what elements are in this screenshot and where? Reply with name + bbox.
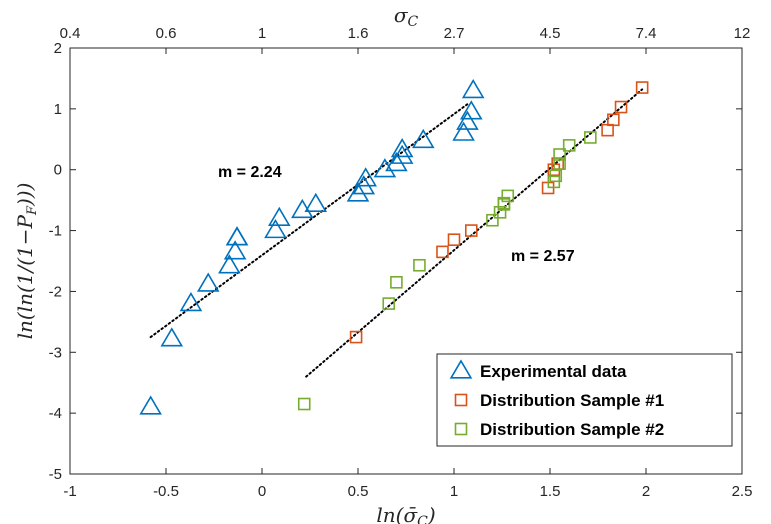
data-point <box>297 397 311 411</box>
y-axis-label-subscript: F <box>25 205 40 216</box>
data-point <box>459 100 483 120</box>
y-tick-label: -1 <box>49 223 62 240</box>
x2-tick-label: 12 <box>734 25 751 42</box>
fit-line-2 <box>305 88 644 378</box>
data-point <box>501 189 515 203</box>
x-axis-label-close: ) <box>427 503 436 524</box>
data-point <box>584 131 597 144</box>
y-tick-label: -3 <box>49 344 62 361</box>
y-tick-label: -2 <box>49 283 62 300</box>
x-tick-label: -0.5 <box>153 483 179 500</box>
data-point <box>497 198 511 211</box>
data-point <box>413 258 426 272</box>
x-tick-label: 0.5 <box>348 483 369 500</box>
x2-tick-label: 7.4 <box>636 25 657 42</box>
y-tick-label: 1 <box>54 101 62 118</box>
y-axis-label-close: ))) <box>13 183 37 207</box>
x-axis-label: ln(σ̄C) <box>376 503 435 524</box>
data-point <box>452 121 475 141</box>
x-tick-label: 1.5 <box>540 483 561 500</box>
x2-axis-label: σC <box>394 3 419 30</box>
data-point <box>264 218 287 239</box>
data-point <box>349 330 363 344</box>
x2-tick-label: 1.6 <box>348 25 369 42</box>
data-point <box>223 240 247 260</box>
x-tick-label: 2 <box>642 483 650 500</box>
data-point <box>385 152 408 172</box>
series-3 <box>297 131 597 411</box>
data-point <box>160 327 184 347</box>
axes-box <box>69 47 743 475</box>
legend: Experimental data Distribution Sample #1 D… <box>436 353 733 447</box>
x2-axis-label-subscript: C <box>407 14 418 30</box>
data-point <box>304 192 328 213</box>
x2-tick-label: 4.5 <box>540 25 561 42</box>
legend-label-1: Experimental data <box>480 362 627 381</box>
data-point <box>373 158 397 178</box>
data-point <box>411 128 435 149</box>
data-point <box>218 254 241 274</box>
data-point <box>553 157 566 170</box>
slope-annotation-2: m = 2.57 <box>511 248 575 265</box>
legend-label-2: Distribution Sample #1 <box>480 391 664 410</box>
data-point <box>225 226 249 246</box>
data-point <box>267 206 291 227</box>
data-point <box>493 206 507 219</box>
x2-tick-label: 2.7 <box>444 25 465 42</box>
legend-marker-1 <box>449 359 473 379</box>
x-axis-label-subscript: C <box>417 514 428 524</box>
y-tick-label: -4 <box>49 405 62 422</box>
data-point <box>390 275 403 289</box>
x2-tick-label: 0.4 <box>60 25 81 42</box>
series-1 <box>139 78 485 415</box>
x2-tick-label: 0.6 <box>156 25 177 42</box>
legend-label-3: Distribution Sample #2 <box>480 420 664 439</box>
data-point <box>486 213 499 227</box>
x-tick-label: -1 <box>63 483 76 500</box>
legend-marker-2 <box>454 393 468 407</box>
data-point <box>464 224 478 237</box>
legend-box <box>436 353 733 447</box>
plot-layer: m = 2.24 m = 2.57 <box>70 48 742 474</box>
data-point <box>549 169 563 183</box>
data-point <box>390 138 414 158</box>
x-tick-label: 1 <box>450 483 458 500</box>
x-tick-label: 2.5 <box>732 483 753 500</box>
data-point <box>390 144 414 164</box>
data-point <box>456 110 479 130</box>
x2-tick-label: 1 <box>258 25 266 42</box>
slope-annotation-1: m = 2.24 <box>218 164 282 181</box>
data-point <box>196 272 220 292</box>
y-tick-label: -5 <box>49 466 62 483</box>
data-point <box>562 139 576 152</box>
legend-marker-3 <box>454 422 468 436</box>
y-axis-label: ln(ln(1/(1−PF))) <box>13 183 40 340</box>
data-point <box>607 113 620 127</box>
data-point <box>346 182 370 202</box>
data-point <box>354 167 377 187</box>
data-point <box>382 297 396 310</box>
y-tick-label: 0 <box>54 162 62 179</box>
data-point <box>553 148 566 161</box>
data-point <box>447 233 461 246</box>
data-point <box>635 81 649 94</box>
x-tick-label: 0 <box>258 483 266 500</box>
y-tick-label: 2 <box>54 40 62 57</box>
data-point <box>461 78 485 99</box>
data-point <box>179 291 203 312</box>
data-point <box>436 245 449 259</box>
data-point <box>139 395 162 415</box>
data-point <box>614 100 628 114</box>
